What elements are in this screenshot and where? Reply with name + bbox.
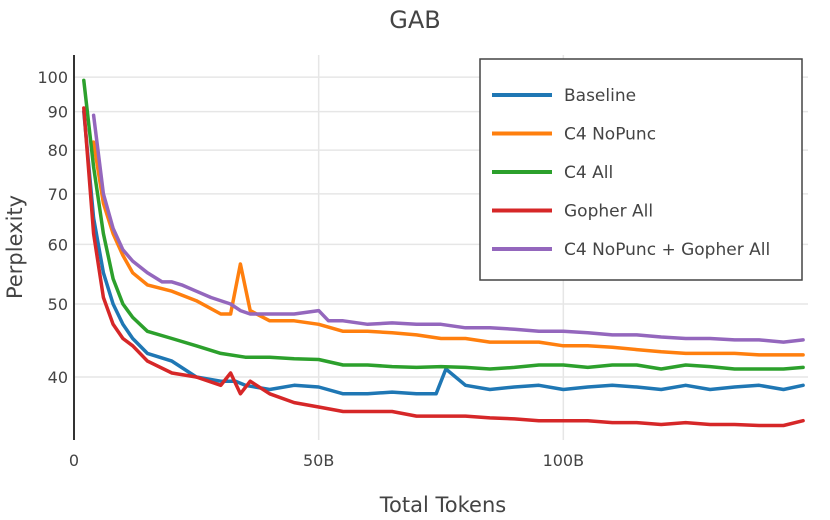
chart-title: GAB xyxy=(389,6,440,34)
series-lines xyxy=(82,78,805,428)
series-line-c4-all xyxy=(82,78,805,371)
y-tick-label: 100 xyxy=(37,68,68,87)
legend-label-gopher-all: Gopher All xyxy=(564,202,653,222)
series-line-c4-nopunc-gopher-all xyxy=(91,113,805,344)
legend-label-baseline: Baseline xyxy=(564,86,636,106)
y-tick-label: 90 xyxy=(48,103,68,122)
y-tick-label: 80 xyxy=(48,141,68,160)
y-tick-label: 70 xyxy=(48,185,68,204)
legend-label-c4-nopunc-gopher-all: C4 NoPunc + Gopher All xyxy=(564,240,770,260)
legend-label-c4-all: C4 All xyxy=(564,163,613,183)
x-tick-label: 100B xyxy=(543,451,585,470)
x-tick-label: 0 xyxy=(69,451,79,470)
y-tick-label: 60 xyxy=(48,235,68,254)
legend-items: Baseline C4 NoPunc C4 All Gopher All C4 NoPu… xyxy=(492,86,770,260)
series-line-baseline xyxy=(82,109,805,396)
x-axis-title: Total Tokens xyxy=(379,493,506,517)
legend: Baseline C4 NoPunc C4 All Gopher All C4 NoPu… xyxy=(479,58,803,281)
y-tick-label: 50 xyxy=(48,295,68,314)
y-tick-label: 40 xyxy=(48,368,68,387)
legend-label-c4-nopunc: C4 NoPunc xyxy=(564,125,656,145)
series-line-gopher-all xyxy=(82,106,805,428)
series-line-c4-nopunc xyxy=(91,140,805,357)
tick-labels: 0 50B 100B 40 50 60 70 80 90 100 xyxy=(37,68,584,470)
y-axis-title: Perplexity xyxy=(3,195,27,299)
x-tick-label: 50B xyxy=(303,451,334,470)
